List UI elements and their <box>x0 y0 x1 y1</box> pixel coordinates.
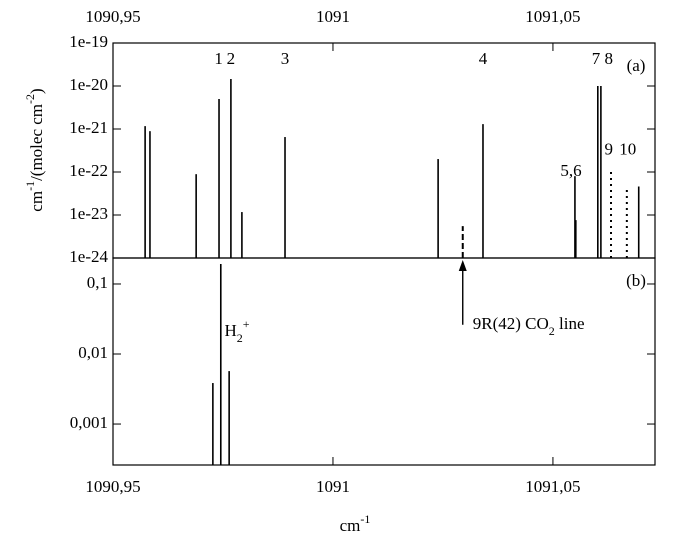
plot-frame <box>112 42 656 259</box>
annotation: 9R(42) CO2 line <box>473 314 585 338</box>
y-tick-label: 0,001 <box>70 413 108 432</box>
annotation-part: 2 <box>237 331 243 345</box>
y-tick-label: 1e-19 <box>69 32 108 51</box>
annotation-part: 1 <box>214 49 223 68</box>
annotation-part: line <box>555 314 585 333</box>
x-tick-label: 1091,05 <box>525 7 580 26</box>
y-axis-label: cm-1/(molec cm-2) <box>23 88 46 211</box>
plot-frame <box>112 257 656 466</box>
x-tick-label: 1091 <box>316 477 350 496</box>
annotation: H2+ <box>225 317 250 345</box>
y-tick-label: 1e-23 <box>69 204 108 223</box>
annotation-part: + <box>243 317 250 331</box>
x-tick-label: 1090,95 <box>85 7 140 26</box>
annotation: 1 <box>214 49 223 68</box>
y-tick-label: 1e-24 <box>69 247 108 266</box>
annotation-part: 5,6 <box>560 161 581 180</box>
annotation-part: 4 <box>479 49 488 68</box>
x-axis-label-part: cm <box>340 516 361 535</box>
y-axis-label-part: -2 <box>23 94 37 104</box>
annotation: 9 <box>605 139 614 158</box>
y-tick-label: 1e-21 <box>69 118 108 137</box>
x-tick-label: 1091,05 <box>525 477 580 496</box>
annotation-part: 10 <box>619 139 636 158</box>
annotation-part: 2 <box>227 49 236 68</box>
annotation: 3 <box>281 49 290 68</box>
y-axis-label-part: /(molec cm <box>27 104 46 181</box>
x-axis-label: cm-1 <box>340 512 371 535</box>
annotation: 10 <box>619 139 636 158</box>
y-tick-label: 1e-20 <box>69 75 108 94</box>
panel-label: (b) <box>626 271 646 290</box>
y-tick-label: 0,1 <box>87 273 108 292</box>
annotation: 4 <box>479 49 488 68</box>
annotation-arrowhead <box>458 260 467 271</box>
annotation-part: 7 <box>592 49 601 68</box>
x-axis-label-part: -1 <box>360 512 370 526</box>
annotation-part: 9R(42) CO <box>473 314 549 333</box>
annotation-part: 2 <box>549 324 555 338</box>
panel-label: (a) <box>627 56 646 75</box>
y-tick-label: 1e-22 <box>69 161 108 180</box>
annotation-part: 9 <box>605 139 614 158</box>
y-axis-label-part: cm <box>27 191 46 212</box>
annotation: 7 <box>592 49 601 68</box>
y-axis-label-part: -1 <box>23 181 37 191</box>
annotation-part: 3 <box>281 49 290 68</box>
x-tick-label: 1091 <box>316 7 350 26</box>
annotation: 2 <box>227 49 236 68</box>
x-tick-label: 1090,95 <box>85 477 140 496</box>
annotation-part: H <box>225 321 237 340</box>
y-axis-label-part: ) <box>27 88 46 94</box>
annotation: 5,6 <box>560 161 581 180</box>
annotation-part: 8 <box>605 49 614 68</box>
annotation: 8 <box>605 49 614 68</box>
y-tick-label: 0,01 <box>78 343 108 362</box>
